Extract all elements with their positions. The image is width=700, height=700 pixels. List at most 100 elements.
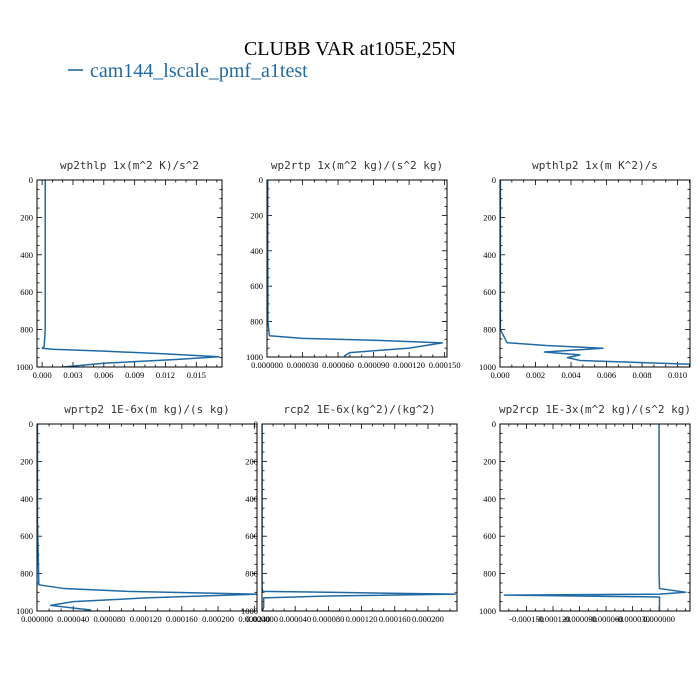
x-tick-label: 0.000240: [238, 614, 270, 624]
x-tick-label: 0.000120: [393, 360, 425, 370]
y-tick-label: 0: [492, 175, 496, 185]
series-line: [500, 180, 690, 365]
y-tick-label: 200: [245, 456, 258, 466]
y-tick-label: 200: [250, 210, 263, 220]
x-tick-label: 0.000120: [130, 614, 162, 624]
x-tick-label: 0.000000: [246, 614, 278, 624]
y-tick-label: 400: [483, 250, 496, 260]
y-tick-label: 400: [20, 250, 33, 260]
x-tick-label: 0.000040: [279, 614, 311, 624]
x-tick-label: 0.010: [668, 370, 687, 380]
x-tick-label: 0.006: [94, 370, 113, 380]
x-tick-label: -0.000120: [536, 614, 571, 624]
y-tick-label: 600: [250, 281, 263, 291]
panel-5: rcp2 1E-6x(kg^2)/(kg^2) 0 200 400 600 800 1000…: [241, 403, 458, 624]
x-tick-label: 0.000200: [202, 614, 234, 624]
plot-frame: [499, 179, 691, 368]
series-line: [267, 180, 444, 357]
y-tick-label: 200: [483, 212, 496, 222]
y-tick-label: 1000: [16, 362, 33, 372]
plot-frame: [499, 423, 691, 612]
y-tick-label: 1000: [241, 606, 258, 616]
y-tick-label: 800: [483, 325, 496, 335]
x-tick-label: 0.004: [561, 370, 581, 380]
panel-title: wprtp2 1E-6x(m kg)/(s kg): [64, 403, 230, 416]
y-tick-label: 800: [245, 569, 258, 579]
x-tick-label: 0.000150: [429, 360, 461, 370]
series-line: [41, 180, 220, 367]
x-tick-label: 0.000000: [643, 614, 675, 624]
panel-title: wp2rtp 1x(m^2 kg)/(s^2 kg): [271, 159, 443, 172]
panel-3: wpthlp2 1x(m K^2)/s020040060080010000.00…: [479, 159, 691, 380]
x-tick-label: 0.000040: [57, 614, 89, 624]
x-tick-label: 0.000000: [21, 614, 53, 624]
x-tick-label: -0.000090: [562, 614, 597, 624]
x-tick-label: 0.000120: [346, 614, 378, 624]
y-tick-label: 800: [20, 569, 33, 579]
y-tick-label: 400: [483, 494, 496, 504]
series-line: [262, 424, 457, 611]
panel-4: wprtp2 1E-6x(m kg)/(s kg) 0 200 400 600 800 10…: [16, 403, 270, 624]
panel-1: wp2thlp 1x(m^2 K)/s^2020040060080010000.…: [16, 159, 223, 380]
x-tick-label: -0.000150: [509, 614, 544, 624]
panel-title: wpthlp2 1x(m K^2)/s: [532, 159, 658, 172]
x-tick-label: 0.000200: [412, 614, 444, 624]
series-line: [37, 424, 257, 611]
figure-title: CLUBB VAR at105E,25N: [244, 38, 456, 60]
y-tick-label: 200: [20, 456, 33, 466]
y-tick-label: 0: [492, 419, 496, 429]
y-tick-label: 600: [483, 531, 496, 541]
y-tick-label: 400: [250, 246, 263, 256]
x-tick-label: 0.006: [597, 370, 616, 380]
y-tick-label: 0: [29, 419, 33, 429]
panel-title: wp2rcp 1E-3x(m^2 kg)/(s^2 kg): [499, 403, 691, 416]
y-tick-label: 800: [483, 569, 496, 579]
y-tick-label: 0: [259, 175, 263, 185]
panel-title: rcp2 1E-6x(kg^2)/(kg^2): [283, 403, 435, 416]
y-tick-label: 600: [20, 531, 33, 541]
x-tick-label: 0.000: [33, 370, 52, 380]
x-tick-label: 0.000090: [358, 360, 390, 370]
y-tick-label: 600: [245, 531, 258, 541]
x-tick-label: -0.000030: [615, 614, 650, 624]
plot-frame: [36, 423, 258, 612]
y-tick-label: 1000: [16, 606, 33, 616]
y-tick-label: 200: [20, 212, 33, 222]
x-tick-label: 0.000160: [166, 614, 198, 624]
x-tick-label: 0.000000: [251, 360, 283, 370]
x-tick-label: -0.000060: [589, 614, 624, 624]
y-tick-label: 800: [20, 325, 33, 335]
y-tick-label: 400: [245, 494, 258, 504]
y-tick-label: 1000: [246, 352, 263, 362]
x-tick-label: 0.000160: [379, 614, 411, 624]
x-tick-label: 0.003: [63, 370, 82, 380]
x-tick-label: 0.008: [632, 370, 651, 380]
x-tick-label: 0.000080: [93, 614, 125, 624]
plot-frame: [261, 423, 458, 612]
panel-2: wp2rtp 1x(m^2 kg)/(s^2 kg) 0 200 400 600 800 1…: [246, 159, 461, 370]
plot-frame: [266, 179, 448, 358]
y-tick-label: 1000: [479, 606, 496, 616]
x-tick-label: 0.000030: [287, 360, 319, 370]
plot-frame: [36, 179, 223, 368]
legend-label: cam144_lscale_pmf_a1test: [90, 60, 308, 82]
x-tick-label: 0.000080: [312, 614, 344, 624]
y-tick-label: 600: [20, 287, 33, 297]
y-tick-label: 800: [250, 317, 263, 327]
x-tick-label: 0.009: [125, 370, 144, 380]
x-tick-label: 0.015: [187, 370, 206, 380]
x-tick-label: 0.000: [490, 370, 509, 380]
panels: wp2thlp 1x(m^2 K)/s^2020040060080010000.…: [16, 159, 691, 624]
series-line: [503, 424, 687, 611]
x-tick-label: 0.002: [526, 370, 545, 380]
y-tick-label: 200: [483, 456, 496, 466]
x-tick-label: 0.012: [156, 370, 175, 380]
panel-6: wp2rcp 1E-3x(m^2 kg)/(s^2 kg)0 200 400 600 8…: [479, 403, 691, 624]
legend: cam144_lscale_pmf_a1test: [68, 60, 308, 82]
y-tick-label: 400: [20, 494, 33, 504]
y-tick-label: 1000: [479, 362, 496, 372]
panel-title: wp2thlp 1x(m^2 K)/s^2: [60, 159, 199, 172]
y-tick-label: 600: [483, 287, 496, 297]
x-tick-label: 0.000060: [322, 360, 354, 370]
